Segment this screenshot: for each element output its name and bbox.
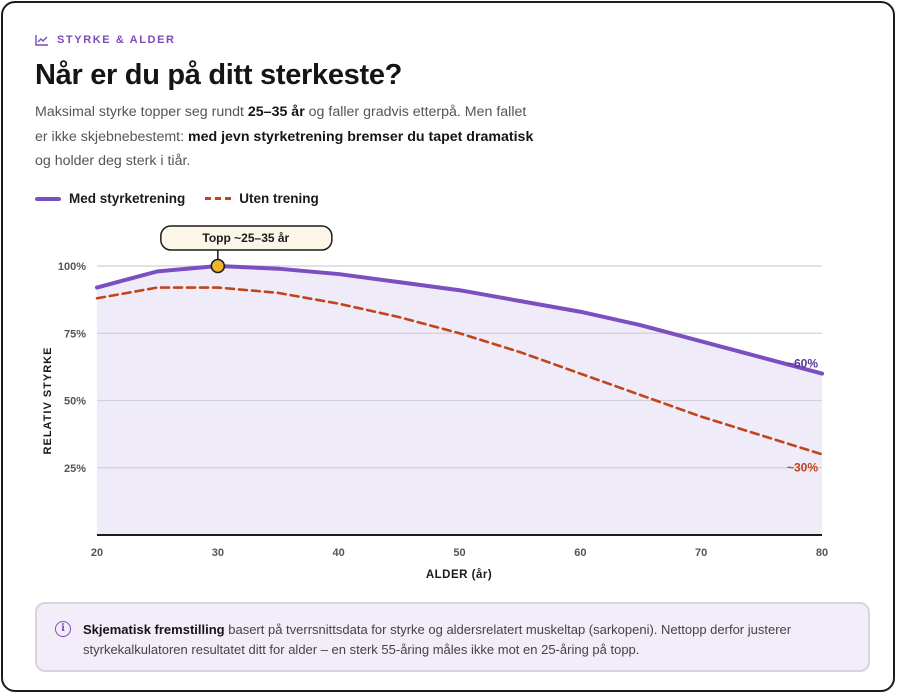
x-tick-label: 50 — [453, 547, 465, 559]
chart-legend: Med styrketrening Uten trening — [35, 191, 319, 206]
y-axis-label: RELATIV STYRKE — [42, 347, 54, 455]
intro-part-1: Maksimal styrke topper seg rundt — [35, 104, 248, 120]
page-title: Når er du på ditt sterkeste? — [35, 59, 403, 91]
intro-text: Maksimal styrke topper seg rundt 25–35 å… — [35, 100, 535, 174]
x-tick-label: 20 — [91, 547, 103, 559]
y-tick-label: 25% — [64, 463, 86, 475]
x-tick-label: 80 — [816, 547, 828, 559]
legend-label-untrained: Uten trening — [239, 191, 319, 206]
legend-item-untrained: Uten trening — [205, 191, 319, 206]
y-tick-label: 75% — [64, 328, 86, 340]
end-label-trained: ~60% — [787, 357, 818, 371]
strength-chart: 25% 50% 75% 100% 20 30 40 50 60 70 80 ALDER (år) REL… — [42, 225, 828, 581]
legend-swatch-solid — [35, 196, 61, 201]
section-eyebrow: STYRKE & ALDER — [35, 34, 176, 46]
intro-part-3: og holder deg sterk i tiår. — [35, 153, 191, 169]
x-tick-label: 70 — [695, 547, 707, 559]
peak-marker — [210, 258, 226, 274]
intro-bold-1: 25–35 år — [247, 104, 305, 120]
legend-label-trained: Med styrketrening — [69, 191, 186, 206]
x-tick-label: 40 — [333, 547, 345, 559]
peak-callout-box — [160, 225, 333, 251]
line-chart-icon — [35, 35, 48, 46]
x-axis-label: ALDER (år) — [426, 569, 492, 581]
peak-callout-label: Topp ~25–35 år — [202, 231, 289, 245]
intro-part-2: og faller gradvis etterpå. Men fallet er… — [35, 104, 527, 145]
y-tick-label: 50% — [64, 396, 86, 408]
info-icon: i — [55, 621, 71, 637]
legend-item-trained: Med styrketrening — [35, 191, 185, 206]
y-tick-label: 100% — [58, 261, 86, 273]
eyebrow-label: STYRKE & ALDER — [57, 34, 176, 46]
legend-swatch-dashed — [205, 197, 232, 200]
note-bold: Skjematisk fremstilling — [83, 622, 225, 637]
info-note: i Skjematisk fremstilling basert på tver… — [35, 602, 870, 672]
end-label-untrained: ~30% — [787, 460, 818, 474]
x-tick-label: 30 — [212, 547, 224, 559]
x-tick-label: 60 — [574, 547, 586, 559]
note-text: basert på tverrsnittsdata for styrke og … — [83, 622, 792, 657]
intro-bold-2: med jevn styrketrening bremser du tapet … — [187, 128, 534, 145]
series-line-untrained — [95, 286, 824, 456]
